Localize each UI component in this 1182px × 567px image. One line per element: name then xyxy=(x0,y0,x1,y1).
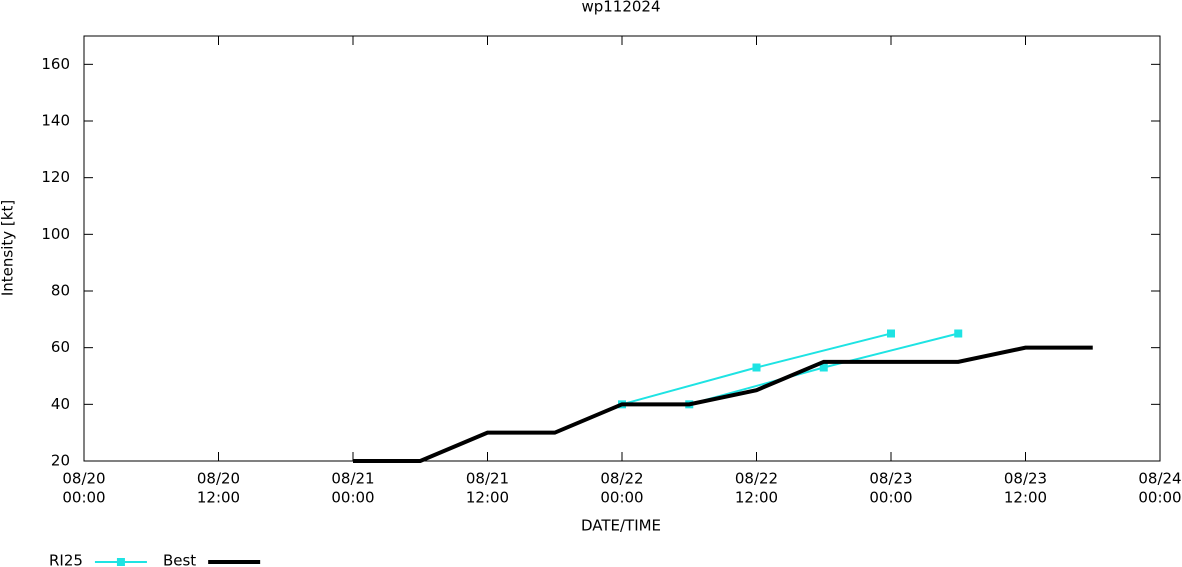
x-tick-label: 00:00 xyxy=(600,489,643,507)
x-tick-label: 08/23 xyxy=(869,470,912,488)
x-tick-label: 08/24 xyxy=(1138,470,1181,488)
x-tick-label: 12:00 xyxy=(735,489,778,507)
x-tick-label: 08/21 xyxy=(466,470,509,488)
x-tick-label: 00:00 xyxy=(331,489,374,507)
x-axis-label: DATE/TIME xyxy=(581,517,661,535)
y-tick-label: 80 xyxy=(51,282,70,300)
x-tick-label: 08/20 xyxy=(197,470,240,488)
y-tick-label: 100 xyxy=(41,225,70,243)
x-tick-label: 08/22 xyxy=(735,470,778,488)
x-tick-label: 08/20 xyxy=(62,470,105,488)
series-line xyxy=(353,345,1093,463)
x-tick-label: 08/22 xyxy=(600,470,643,488)
marker xyxy=(752,363,761,372)
y-tick-label: 60 xyxy=(51,338,70,356)
x-tick-label: 08/23 xyxy=(1004,470,1047,488)
plot-frame xyxy=(83,35,1161,462)
legend-label: RI25 xyxy=(49,552,83,567)
x-tick-label: 00:00 xyxy=(869,489,912,507)
x-tick-label: 12:00 xyxy=(197,489,240,507)
y-axis-label: Intensity [kt] xyxy=(0,200,17,296)
y-tick-label: 160 xyxy=(41,55,70,73)
series-line xyxy=(621,332,959,406)
y-tick-label: 120 xyxy=(41,168,70,186)
x-tick-label: 00:00 xyxy=(1138,489,1181,507)
legend-marker xyxy=(116,558,125,566)
legend-label: Best xyxy=(163,552,196,567)
x-tick-label: 00:00 xyxy=(62,489,105,507)
x-tick-label: 12:00 xyxy=(466,489,509,507)
y-tick-label: 140 xyxy=(41,112,70,130)
y-tick-label: 20 xyxy=(51,452,70,470)
marker xyxy=(819,363,828,372)
x-tick-label: 08/21 xyxy=(331,470,374,488)
y-tick-label: 40 xyxy=(51,395,70,413)
x-tick-label: 12:00 xyxy=(1004,489,1047,507)
chart-title: wp112024 xyxy=(581,0,660,16)
marker xyxy=(887,329,895,338)
marker xyxy=(954,329,963,338)
